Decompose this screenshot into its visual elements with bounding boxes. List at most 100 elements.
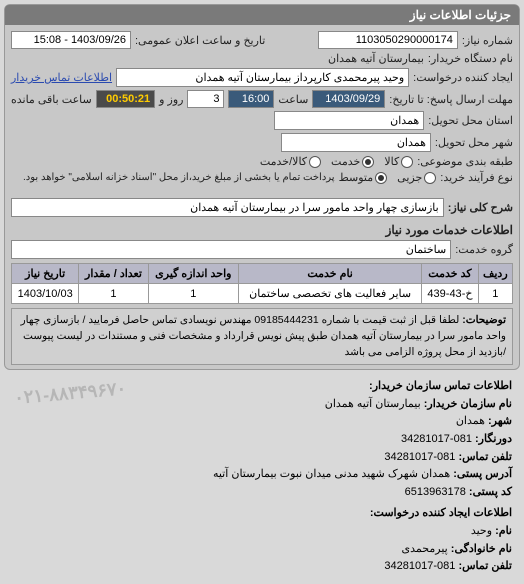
- radio-both-input[interactable]: [309, 156, 321, 168]
- table-row: 1 خ-43-439 سایر فعالیت های تخصصی ساختمان…: [12, 284, 513, 304]
- td-5: 1403/10/03: [12, 284, 79, 304]
- c-fax-label: دورنگار:: [475, 433, 512, 445]
- radio-service[interactable]: خدمت: [331, 155, 374, 168]
- deadline-label: مهلت ارسال پاسخ: تا تاریخ:: [389, 93, 513, 106]
- contact-addr-row: آدرس پستی: همدان شهرک شهید مدنی میدان نب…: [12, 466, 512, 484]
- cc-name-label: نام:: [495, 525, 512, 537]
- need-number-label: شماره نیاز:: [462, 34, 513, 47]
- category-radios: کالا خدمت کالا/خدمت: [260, 155, 413, 168]
- cc-lname-row: نام خانوادگی: پیرمحمدی: [12, 541, 512, 559]
- panel-header: جزئیات اطلاعات نیاز: [5, 5, 519, 25]
- radio-both-label: کالا/خدمت: [260, 155, 307, 168]
- row-creator: ایجاد کننده درخواست: وحید پیرمحمدی کارپر…: [11, 68, 513, 87]
- th-4: تعداد / مقدار: [79, 264, 148, 284]
- cc-lname-label: نام خانوادگی:: [451, 543, 512, 555]
- title-value: بازسازی چهار واحد مامور سرا در بیمارستان…: [11, 198, 444, 217]
- th-5: تاریخ نیاز: [12, 264, 79, 284]
- service-group-value: ساختمان: [11, 240, 451, 259]
- category-label: طبقه بندی موضوعی:: [417, 155, 513, 168]
- creator-label: ایجاد کننده درخواست:: [413, 71, 513, 84]
- c-phone: 081-34281017: [384, 451, 455, 463]
- deadline-date: 1403/09/29: [312, 90, 385, 108]
- th-1: کد خدمت: [422, 264, 478, 284]
- row-need-number: شماره نیاز: 1103050290000174 تاریخ و ساع…: [11, 31, 513, 49]
- city-value: همدان: [281, 133, 431, 152]
- days-value: 3: [187, 90, 224, 108]
- row-buyer-org: نام دستگاه خریدار: بیمارستان آتیه همدان: [11, 52, 513, 65]
- cc-phone: 081-34281017: [384, 560, 455, 572]
- c-org: بیمارستان آتیه همدان: [325, 398, 421, 410]
- c-city: همدان: [456, 415, 485, 427]
- process-radios: جزیی متوسط: [339, 171, 437, 184]
- row-service-group: گروه خدمت: ساختمان: [11, 240, 513, 259]
- process-note: پرداخت تمام یا بخشی از مبلغ خرید،از محل …: [23, 172, 335, 183]
- services-header: اطلاعات خدمات مورد نیاز: [11, 223, 513, 237]
- td-4: 1: [79, 284, 148, 304]
- c-phone-label: تلفن تماس:: [458, 451, 512, 463]
- td-2: سایر فعالیت های تخصصی ساختمان: [238, 284, 421, 304]
- contact-zip-row: کد پستی: 6513963178: [12, 484, 512, 502]
- radio-goods-input[interactable]: [401, 156, 413, 168]
- desc-label: توضیحات:: [462, 314, 506, 326]
- th-3: واحد اندازه گیری: [148, 264, 238, 284]
- c-zip-label: کد پستی:: [469, 486, 512, 498]
- c-org-label: نام سازمان خریدار:: [424, 398, 512, 410]
- cc-lname: پیرمحمدی: [402, 543, 448, 555]
- need-number-value: 1103050290000174: [318, 31, 458, 49]
- radio-medium[interactable]: متوسط: [339, 171, 388, 184]
- announce-label: تاریخ و ساعت اعلان عمومی:: [135, 34, 265, 47]
- process-label: نوع فرآیند خرید:: [440, 171, 513, 184]
- row-process: نوع فرآیند خرید: جزیی متوسط پرداخت تمام …: [11, 171, 513, 184]
- cc-phone-label: تلفن تماس:: [458, 560, 512, 572]
- countdown: 00:50:21: [96, 90, 155, 108]
- announce-value: 1403/09/26 - 15:08: [11, 31, 131, 49]
- days-label: روز و: [159, 93, 183, 106]
- radio-small-label: جزیی: [397, 171, 422, 184]
- buyer-org-label: نام دستگاه خریدار:: [428, 52, 513, 65]
- city-label: شهر محل تحویل:: [435, 136, 513, 149]
- need-details-panel: جزئیات اطلاعات نیاز شماره نیاز: 11030502…: [4, 4, 520, 370]
- radio-both[interactable]: کالا/خدمت: [260, 155, 321, 168]
- td-0: 1: [478, 284, 512, 304]
- service-group-label: گروه خدمت:: [455, 243, 513, 256]
- radio-medium-label: متوسط: [339, 171, 374, 184]
- c-fax: 081-34281017: [401, 433, 472, 445]
- contact-org-row: نام سازمان خریدار: بیمارستان آتیه همدان: [12, 396, 512, 414]
- row-deadline: مهلت ارسال پاسخ: تا تاریخ: 1403/09/29 سا…: [11, 90, 513, 108]
- td-3: 1: [148, 284, 238, 304]
- cc-phone-row: تلفن تماس: 081-34281017: [12, 558, 512, 576]
- contact-city-row: شهر: همدان: [12, 413, 512, 431]
- radio-medium-input[interactable]: [375, 172, 387, 184]
- table-header-row: ردیف کد خدمت نام خدمت واحد اندازه گیری ت…: [12, 264, 513, 284]
- contact-fax-row: دورنگار: 081-34281017: [12, 431, 512, 449]
- province-value: همدان: [274, 111, 424, 130]
- services-table: ردیف کد خدمت نام خدمت واحد اندازه گیری ت…: [11, 263, 513, 304]
- c-addr: همدان شهرک شهید مدنی میدان نبوت بیمارستا…: [213, 468, 450, 480]
- desc-text: لطفا قبل از ثبت قیمت با شماره 0918544423…: [21, 314, 506, 358]
- buyer-contact-link[interactable]: اطلاعات تماس خریدار: [11, 71, 112, 84]
- radio-small[interactable]: جزیی: [397, 171, 436, 184]
- cc-name-row: نام: وحید: [12, 523, 512, 541]
- th-2: نام خدمت: [238, 264, 421, 284]
- description-box: توضیحات: لطفا قبل از ثبت قیمت با شماره 0…: [11, 308, 513, 365]
- radio-service-label: خدمت: [331, 155, 360, 168]
- creator-value: وحید پیرمحمدی کارپرداز بیمارستان آتیه هم…: [116, 68, 409, 87]
- cc-name: وحید: [471, 525, 492, 537]
- title-label: شرح کلی نیاز:: [448, 201, 513, 214]
- c-city-label: شهر:: [488, 415, 512, 427]
- remaining-label: ساعت باقی مانده: [11, 93, 92, 106]
- row-category: طبقه بندی موضوعی: کالا خدمت کالا/خدمت: [11, 155, 513, 168]
- th-0: ردیف: [478, 264, 512, 284]
- c-zip: 6513963178: [405, 486, 466, 498]
- radio-goods[interactable]: کالا: [384, 155, 413, 168]
- row-title: شرح کلی نیاز: بازسازی چهار واحد مامور سر…: [11, 198, 513, 217]
- contact-section: ۰۲۱-۸۸۳۴۹۶۷۰ اطلاعات تماس سازمان خریدار:…: [4, 374, 520, 580]
- row-city: شهر محل تحویل: همدان: [11, 133, 513, 152]
- buyer-org-value: بیمارستان آتیه همدان: [328, 52, 424, 65]
- radio-small-input[interactable]: [424, 172, 436, 184]
- province-label: استان محل تحویل:: [428, 114, 513, 127]
- contact-header: اطلاعات تماس سازمان خریدار:: [12, 378, 512, 396]
- radio-goods-label: کالا: [384, 155, 399, 168]
- radio-service-input[interactable]: [362, 156, 374, 168]
- creator-contact-header: اطلاعات ایجاد کننده درخواست:: [12, 505, 512, 523]
